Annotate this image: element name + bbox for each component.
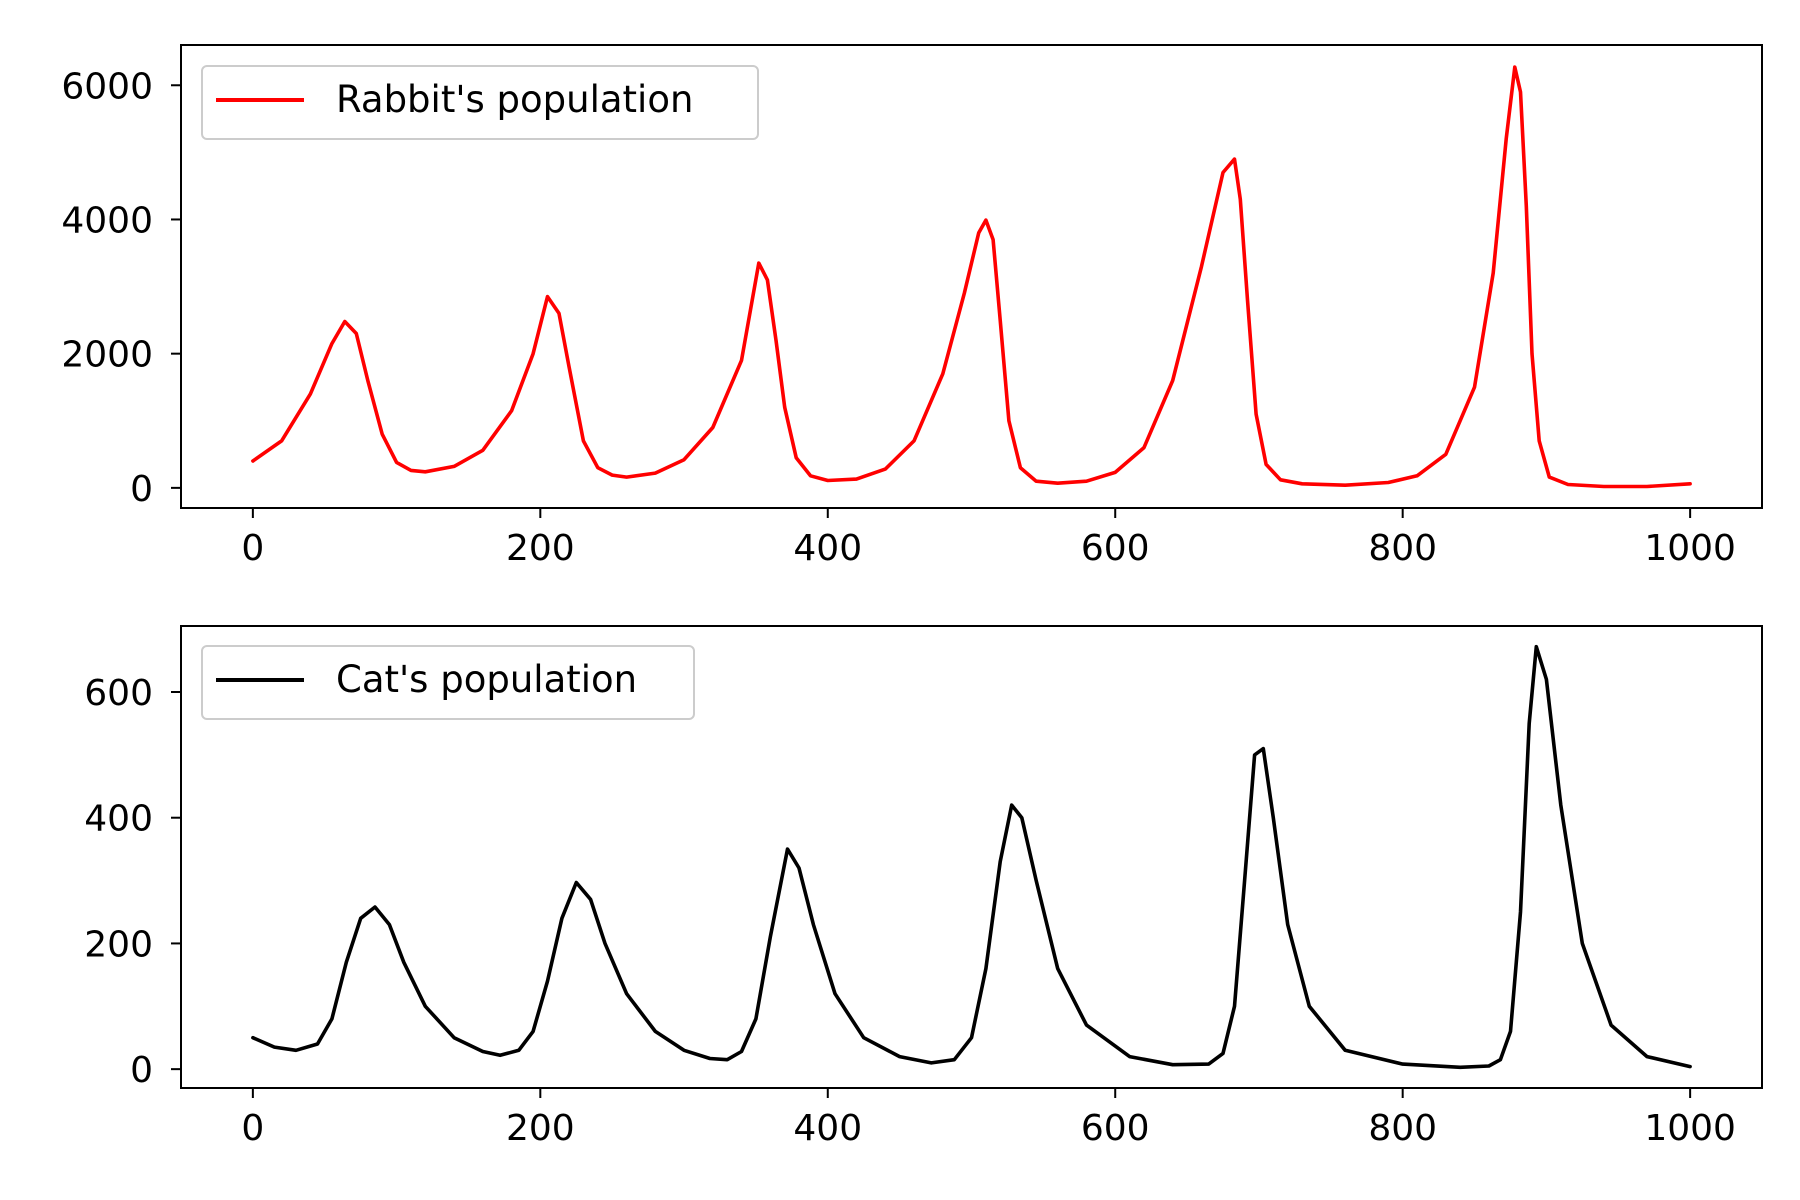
cat-x-tick-label: 0 xyxy=(241,1108,264,1149)
rabbit-y-tick-label: 0 xyxy=(130,469,153,510)
rabbit-y-tick-label: 4000 xyxy=(61,200,153,241)
rabbit-y-tick-label: 6000 xyxy=(61,66,153,107)
rabbit-legend-label: Rabbit's population xyxy=(336,78,693,121)
rabbit-y-tick-label: 2000 xyxy=(61,335,153,376)
cat-axes-frame xyxy=(180,625,1763,1089)
rabbit-x-tick-label: 1000 xyxy=(1644,528,1736,569)
rabbit-x-tick-label: 600 xyxy=(1081,528,1150,569)
rabbit-legend-box xyxy=(201,65,759,140)
rabbit-axes-frame xyxy=(180,44,1763,509)
rabbit-x-tick-label: 0 xyxy=(241,528,264,569)
rabbit-x-tick-label: 200 xyxy=(506,528,575,569)
cat-legend: Cat's population xyxy=(201,645,695,720)
cat-x-tick-label: 1000 xyxy=(1644,1108,1736,1149)
rabbit-legend: Rabbit's population xyxy=(201,65,759,140)
cat-x-tick-label: 600 xyxy=(1081,1108,1150,1149)
cat-y-tick-label: 600 xyxy=(84,673,153,714)
cat-legend-label: Cat's population xyxy=(336,658,637,701)
cat-y-tick-label: 200 xyxy=(84,924,153,965)
rabbit-subplot: 0 200 400 600 800 1000 0 2000 4000 6000 Rabbit's … xyxy=(61,44,1763,569)
cat-y-tick-label: 0 xyxy=(130,1050,153,1091)
cat-series-line xyxy=(251,644,1692,1070)
cat-x-tick-label: 800 xyxy=(1368,1108,1437,1149)
rabbit-x-tick-label: 400 xyxy=(793,528,862,569)
cat-x-tick-label: 400 xyxy=(793,1108,862,1149)
cat-legend-box xyxy=(201,645,695,720)
cat-subplot: 0 200 400 600 800 1000 0 200 400 600 Cat's popula… xyxy=(84,625,1763,1149)
rabbit-series-line xyxy=(251,65,1692,489)
cat-y-tick-label: 400 xyxy=(84,799,153,840)
cat-x-tick-label: 200 xyxy=(506,1108,575,1149)
rabbit-x-tick-label: 800 xyxy=(1368,528,1437,569)
